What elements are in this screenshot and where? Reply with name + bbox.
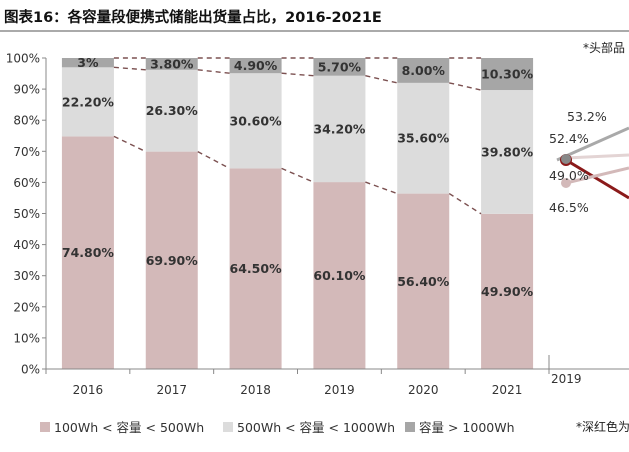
x-tick-label-2018: 2018 — [240, 383, 271, 397]
x-tick-label-2021: 2021 — [492, 383, 523, 397]
bar-1-2016 — [61, 136, 114, 369]
data-label-3-2018: 4.90% — [234, 58, 278, 73]
bar-1-2017 — [145, 151, 198, 369]
bar-3-2021 — [481, 58, 534, 91]
side-value-label-4: 46.5% — [549, 200, 589, 215]
side-value-label-1: 53.2% — [567, 109, 607, 124]
bar-3-2018 — [229, 58, 282, 74]
data-label-1-2019: 60.10% — [313, 268, 366, 283]
y-axis: 0% 10% 20% 30% 40% 50% 60% 70% 80% 90% 100% — [6, 52, 47, 377]
legend-label-1: 100Wh < 容量 < 500Wh — [54, 420, 204, 435]
bar-1-2019 — [313, 182, 366, 369]
connector-s1-top-4 — [365, 181, 398, 195]
y-tick-label-5: 50% — [13, 207, 40, 221]
side-value-label-2: 52.4% — [549, 131, 589, 146]
bar-2-2017 — [145, 69, 198, 152]
connector-s1-top-3 — [281, 167, 314, 183]
bar-3-2019 — [313, 58, 366, 76]
bar-area: 74.80% 22.20% 3% 69.90% 26.30% 3.80% 64.50% 30.… — [62, 55, 534, 369]
connector-s1-top-1 — [113, 135, 147, 153]
y-tick-label-2: 20% — [13, 300, 40, 314]
bar-2-2016 — [61, 67, 114, 137]
data-label-3-2016: 3% — [77, 55, 99, 70]
bar-3-2017 — [145, 58, 198, 70]
y-tick-label-1: 10% — [13, 331, 40, 345]
bar-2-2020 — [397, 82, 450, 194]
side-line-chart: 53.2% 52.4% 49.0% 46.5% 2019 — [548, 109, 629, 386]
y-tick-label-10: 100% — [6, 52, 40, 66]
chart-title: 图表16：各容量段便携式储能出货量占比，2016-2021E — [4, 8, 382, 26]
data-label-1-2016: 74.80% — [62, 245, 115, 260]
note-bottom: *深红色为 — [576, 419, 629, 434]
x-tick-label-2020: 2020 — [408, 383, 439, 397]
data-label-1-2018: 64.50% — [230, 261, 283, 276]
legend: 100Wh < 容量 < 500Wh 500Wh < 容量 < 1000Wh 容量 … — [40, 420, 515, 435]
data-label-3-2020: 8.00% — [402, 63, 446, 78]
data-label-3-2019: 5.70% — [318, 59, 362, 74]
data-label-2-2019: 34.20% — [313, 121, 366, 136]
legend-swatch-2 — [223, 422, 233, 432]
legend-swatch-3 — [405, 422, 415, 432]
side-value-label-3: 49.0% — [549, 168, 589, 183]
data-label-1-2020: 56.40% — [397, 274, 450, 289]
y-tick-label-0: 0% — [21, 363, 40, 377]
connector-s2-top-2 — [197, 69, 230, 74]
connector-lines — [113, 57, 482, 215]
data-label-3-2017: 3.80% — [150, 56, 194, 71]
data-label-2-2018: 30.60% — [230, 113, 283, 128]
x-tick-label-2016: 2016 — [73, 383, 104, 397]
bar-3-2016 — [61, 58, 114, 68]
bar-1-2018 — [229, 168, 282, 369]
side-line-light — [565, 153, 629, 160]
side-line-pink — [565, 166, 629, 185]
y-tick-label-4: 40% — [13, 238, 40, 252]
connector-s2-top-5 — [449, 82, 482, 91]
data-label-1-2017: 69.90% — [146, 253, 199, 268]
data-label-2-2020: 35.60% — [397, 131, 450, 146]
data-label-2-2016: 22.20% — [62, 94, 115, 109]
data-label-1-2021: 49.90% — [481, 284, 534, 299]
legend-label-3: 容量 > 1000Wh — [419, 420, 515, 435]
side-x-tick-label: 2019 — [551, 372, 582, 386]
connector-s2-top-4 — [365, 75, 398, 84]
y-tick-label-3: 30% — [13, 269, 40, 283]
side-line-grey — [556, 126, 629, 162]
y-tick-label-7: 70% — [13, 145, 40, 159]
note-top: *头部品 — [583, 40, 625, 55]
data-label-2-2021: 39.80% — [481, 144, 534, 159]
y-tick-label-9: 90% — [13, 83, 40, 97]
connector-s1-top-5 — [448, 193, 482, 215]
x-tick-label-2019: 2019 — [324, 383, 355, 397]
y-tick-label-6: 60% — [13, 176, 40, 190]
connector-s2-top-1 — [113, 66, 146, 71]
x-axis: 2016 2017 2018 2019 2020 2021 — [45, 368, 550, 397]
side-marker-grey — [561, 154, 571, 164]
legend-swatch-1 — [40, 422, 50, 432]
bar-2-2021 — [481, 90, 534, 214]
connector-s1-top-2 — [197, 150, 230, 170]
data-label-2-2017: 26.30% — [146, 103, 199, 118]
connector-s2-top-3 — [281, 72, 314, 77]
side-marker-pink — [561, 178, 571, 188]
bar-1-2021 — [481, 213, 534, 369]
side-line-red — [565, 158, 629, 200]
y-tick-label-8: 80% — [13, 114, 40, 128]
bar-2-2019 — [313, 75, 366, 183]
legend-label-2: 500Wh < 容量 < 1000Wh — [237, 420, 395, 435]
bar-1-2020 — [397, 193, 450, 369]
data-label-3-2021: 10.30% — [481, 67, 534, 82]
x-tick-label-2017: 2017 — [156, 383, 187, 397]
bar-2-2018 — [229, 73, 282, 169]
bar-3-2020 — [397, 58, 450, 83]
